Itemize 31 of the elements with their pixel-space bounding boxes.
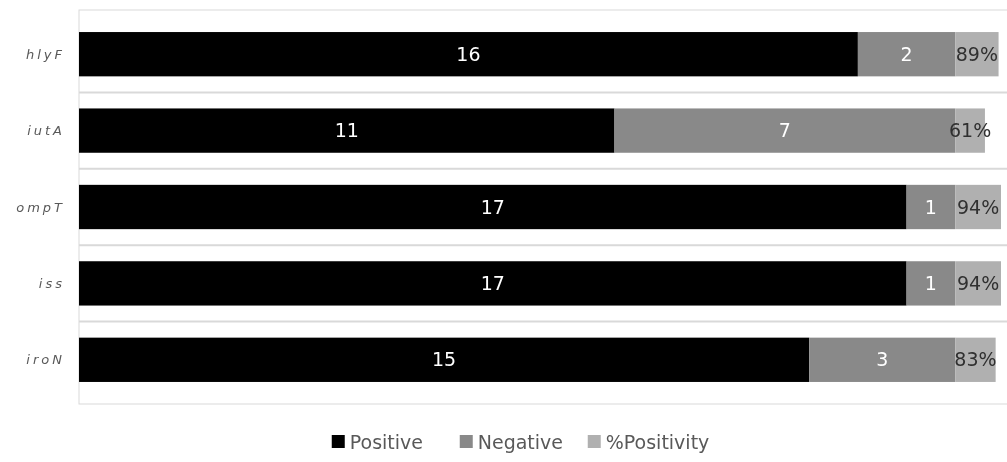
data-label: 3 — [876, 348, 889, 371]
data-label: 1 — [924, 272, 937, 295]
data-label: 16 — [456, 42, 481, 65]
bar — [79, 108, 615, 153]
data-label: 17 — [480, 195, 505, 218]
data-label: 83% — [954, 348, 997, 371]
data-label: 15 — [432, 348, 457, 371]
bar — [79, 337, 810, 382]
bar — [809, 337, 956, 382]
y-tick-label: ompT — [16, 199, 65, 215]
legend-label: Positive — [349, 430, 423, 453]
data-label: 11 — [334, 119, 359, 142]
y-tick-label: hlyF — [25, 46, 65, 62]
bar — [79, 261, 907, 306]
legend-label: Negative — [477, 430, 564, 453]
data-label: 17 — [480, 272, 505, 295]
bar — [906, 261, 956, 306]
y-tick-label: iss — [38, 275, 65, 291]
data-label: 7 — [778, 119, 791, 142]
bar — [79, 32, 858, 77]
data-label: 94% — [957, 272, 1000, 295]
bar — [79, 184, 907, 230]
data-label: 2 — [900, 42, 913, 65]
bar — [857, 32, 956, 77]
y-tick-label: iroN — [26, 352, 65, 368]
y-tick-label: iutA — [27, 123, 65, 139]
data-label: 94% — [957, 195, 1000, 218]
data-label: 89% — [955, 42, 999, 65]
bar — [906, 184, 956, 230]
data-label: 1 — [924, 195, 937, 218]
legend-label: %Positivity — [605, 430, 710, 453]
